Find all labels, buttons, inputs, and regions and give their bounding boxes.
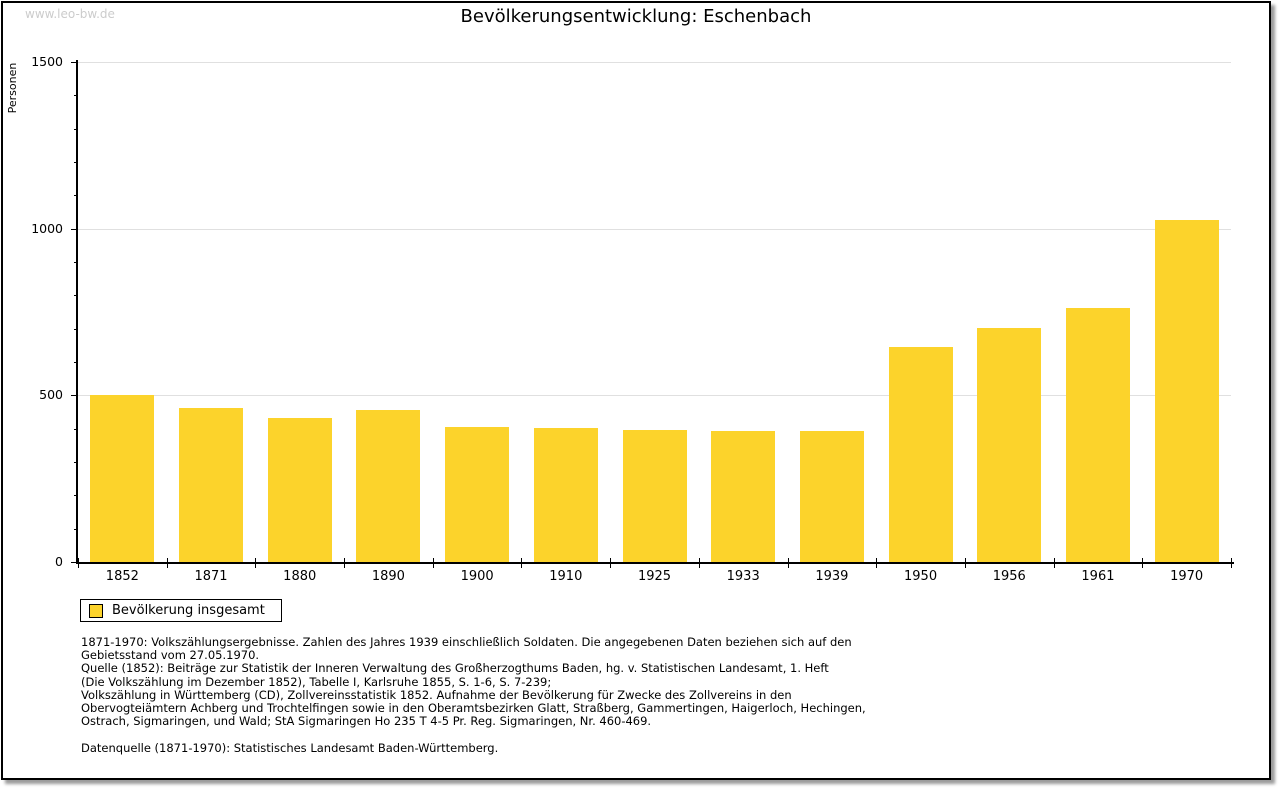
x-boundary-tick-6: [610, 558, 612, 568]
legend: Bevölkerung insgesamt: [80, 599, 282, 622]
plot-area: [78, 62, 1231, 562]
bar-1939: [799, 431, 864, 562]
datasource-note: Datenquelle (1871-1970): Statistisches L…: [81, 741, 499, 755]
y-tick-label-0: 0: [55, 554, 63, 569]
x-tick-label-1950: 1950: [904, 569, 938, 584]
x-tick-label-1852: 1852: [105, 569, 139, 584]
y-tick-label-1500: 1500: [31, 54, 63, 69]
bar-1970: [1154, 220, 1219, 562]
y-axis-title: Personen: [6, 62, 19, 114]
x-boundary-tick-3: [344, 558, 346, 568]
bar-1900: [445, 426, 510, 562]
legend-swatch: [89, 603, 103, 618]
gridline-1500: [78, 62, 1231, 63]
bar-1961: [1065, 308, 1130, 562]
bar-1890: [356, 410, 421, 562]
chart-frame: www.leo-bw.de Bevölkerungsentwicklung: E…: [1, 1, 1271, 780]
bar-1933: [711, 431, 776, 562]
bar-1956: [977, 328, 1042, 562]
x-boundary-tick-9: [876, 558, 878, 568]
bar-1852: [90, 395, 155, 562]
x-tick-label-1956: 1956: [992, 569, 1026, 584]
x-tick-label-1961: 1961: [1081, 569, 1115, 584]
x-tick-label-1910: 1910: [549, 569, 583, 584]
y-major-tick-0: [71, 562, 78, 563]
bar-1910: [533, 428, 598, 562]
y-major-tick-1500: [71, 62, 78, 63]
y-minor-tick-600: [74, 362, 78, 363]
x-tick-label-1970: 1970: [1170, 569, 1204, 584]
x-boundary-tick-8: [787, 558, 789, 568]
bar-1950: [888, 347, 953, 562]
gridline-1000: [78, 228, 1231, 230]
x-boundary-tick-12: [1142, 558, 1144, 568]
x-tick-label-1933: 1933: [726, 569, 760, 584]
y-minor-tick-700: [74, 328, 78, 330]
y-minor-tick-300: [74, 462, 78, 463]
y-minor-tick-100: [74, 528, 78, 530]
x-boundary-tick-5: [521, 558, 523, 568]
x-tick-label-1890: 1890: [371, 569, 405, 584]
y-minor-tick-900: [74, 262, 78, 263]
y-tick-label-1000: 1000: [31, 220, 63, 236]
legend-label: Bevölkerung insgesamt: [112, 603, 265, 618]
x-tick-label-1880: 1880: [283, 569, 317, 584]
x-boundary-tick-13: [1231, 558, 1232, 568]
watermark: www.leo-bw.de: [25, 7, 115, 21]
bar-1925: [622, 429, 687, 562]
x-boundary-tick-2: [255, 558, 257, 568]
x-tick-label-1900: 1900: [460, 569, 494, 584]
gridline-500: [78, 395, 1231, 397]
x-boundary-tick-7: [698, 558, 700, 568]
x-boundary-tick-0: [78, 558, 79, 568]
y-major-tick-500: [71, 395, 78, 397]
y-minor-tick-1100: [74, 195, 78, 197]
y-minor-tick-1400: [74, 95, 78, 97]
y-minor-tick-200: [74, 495, 78, 497]
x-tick-label-1871: 1871: [194, 569, 228, 584]
footnotes: 1871-1970: Volkszählungsergebnisse. Zahl…: [81, 635, 866, 729]
x-boundary-tick-4: [432, 558, 434, 568]
y-minor-tick-400: [74, 428, 78, 430]
bar-1880: [267, 417, 332, 562]
x-axis-line: [76, 562, 1234, 564]
y-minor-tick-800: [74, 295, 78, 297]
x-boundary-tick-11: [1053, 558, 1055, 568]
x-tick-label-1939: 1939: [815, 569, 849, 584]
y-major-tick-1000: [71, 228, 78, 230]
y-minor-tick-1300: [74, 128, 78, 130]
x-tick-label-1925: 1925: [637, 569, 672, 584]
x-boundary-tick-1: [166, 558, 168, 568]
y-minor-tick-1200: [74, 162, 78, 163]
x-boundary-tick-10: [964, 558, 966, 568]
y-tick-label-500: 500: [39, 387, 63, 403]
chart-title: Bevölkerungsentwicklung: Eschenbach: [460, 6, 812, 27]
bar-1871: [179, 408, 244, 562]
y-axis-line: [76, 60, 78, 564]
